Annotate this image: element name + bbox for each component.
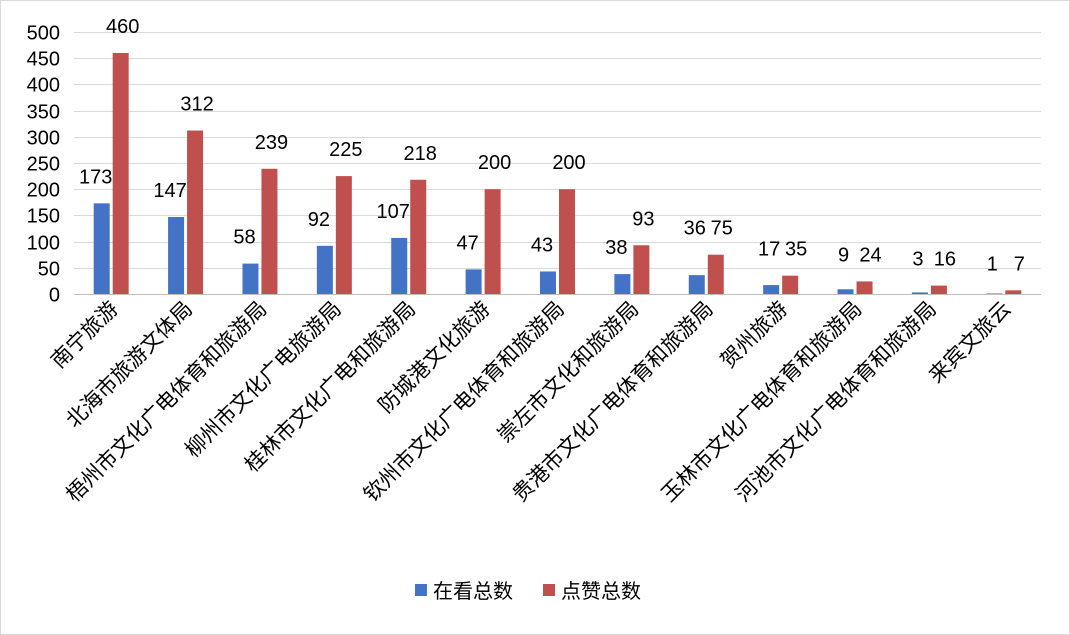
data-label-views: 38	[605, 237, 627, 259]
bar-likes	[261, 168, 278, 294]
bar-views	[93, 203, 110, 294]
data-label-views: 17	[758, 239, 780, 261]
y-tick-label: 0	[49, 285, 60, 307]
data-label-likes: 35	[785, 239, 807, 261]
data-label-likes: 93	[632, 208, 654, 230]
legend-label: 在看总数	[433, 579, 513, 603]
bar-likes	[782, 275, 799, 294]
legend-label: 点赞总数	[561, 579, 641, 603]
bar-views	[242, 263, 259, 294]
category-label: 贺州旅游	[716, 297, 792, 373]
bar-views	[316, 245, 333, 294]
y-axis-ticks: 0 50 100 150 200 250 300 350 400 450 500	[27, 23, 60, 307]
bar-likes	[559, 189, 575, 294]
data-label-likes: 7	[1014, 253, 1025, 275]
data-label-views: 147	[153, 180, 186, 202]
data-label-likes: 460	[106, 16, 139, 38]
data-label-views: 107	[377, 201, 410, 223]
y-tick-label: 400	[27, 75, 60, 97]
data-label-likes: 225	[329, 139, 362, 161]
data-label-views: 1	[987, 253, 998, 275]
category-label: 南宁旅游	[46, 297, 122, 373]
bar-likes	[484, 189, 501, 294]
data-label-likes: 239	[255, 132, 288, 154]
y-tick-label: 350	[27, 102, 60, 124]
data-label-views: 9	[838, 244, 849, 266]
data-label-likes: 16	[934, 249, 956, 271]
bar-likes	[410, 179, 427, 294]
bar-views	[614, 274, 631, 294]
data-label-likes: 200	[552, 152, 585, 174]
data-label-views: 3	[912, 249, 923, 271]
data-label-views: 43	[531, 234, 553, 256]
data-label-likes: 200	[478, 152, 511, 174]
data-label-views: 36	[684, 218, 706, 240]
data-label-views: 58	[233, 227, 255, 249]
bar-views	[986, 293, 1003, 294]
y-tick-label: 50	[38, 259, 60, 281]
bar-views	[763, 285, 780, 294]
bar-likes	[112, 52, 129, 295]
gridlines	[74, 32, 1041, 295]
bar-views	[168, 216, 185, 294]
bar-likes	[335, 176, 352, 294]
legend-swatch	[543, 584, 555, 596]
data-label-views: 173	[79, 166, 112, 188]
bar-views	[837, 289, 854, 294]
data-label-likes: 218	[404, 143, 437, 165]
bar-likes	[633, 245, 650, 294]
bar-views	[688, 275, 705, 294]
category-label: 来宾文旅云	[924, 297, 1015, 388]
bar-views	[911, 292, 928, 294]
bar-likes	[707, 254, 724, 294]
bars	[93, 52, 1022, 295]
y-tick-label: 500	[27, 23, 60, 45]
bar-views	[391, 237, 408, 294]
y-tick-label: 450	[27, 49, 60, 71]
bar-views	[465, 269, 482, 294]
data-label-likes: 24	[859, 244, 881, 266]
y-tick-label: 250	[27, 154, 60, 176]
data-label-likes: 75	[711, 218, 733, 240]
data-label-views: 47	[456, 232, 478, 254]
bar-likes	[187, 130, 204, 294]
y-tick-label: 300	[27, 128, 60, 150]
legend: 在看总数 点赞总数	[415, 579, 641, 603]
y-tick-label: 200	[27, 180, 60, 202]
bar-likes	[856, 281, 873, 294]
bar-views	[540, 271, 556, 294]
bar-likes	[1005, 290, 1022, 294]
x-axis-categories: 南宁旅游北海市旅游文体局梧州市文化广电体育和旅游局柳州市文化广电旅游局桂林市文化…	[46, 297, 1015, 507]
data-label-likes: 312	[180, 94, 213, 116]
legend-swatch	[415, 584, 427, 596]
y-tick-label: 100	[27, 233, 60, 255]
data-labels: 4601733121472395822592218107200472004393…	[79, 16, 1025, 275]
data-label-views: 92	[308, 209, 330, 231]
category-label: 北海市旅游文体局	[61, 297, 197, 433]
bar-likes	[930, 285, 947, 294]
y-tick-label: 150	[27, 206, 60, 228]
category-label: 崇左市文化和旅游局	[493, 297, 644, 448]
